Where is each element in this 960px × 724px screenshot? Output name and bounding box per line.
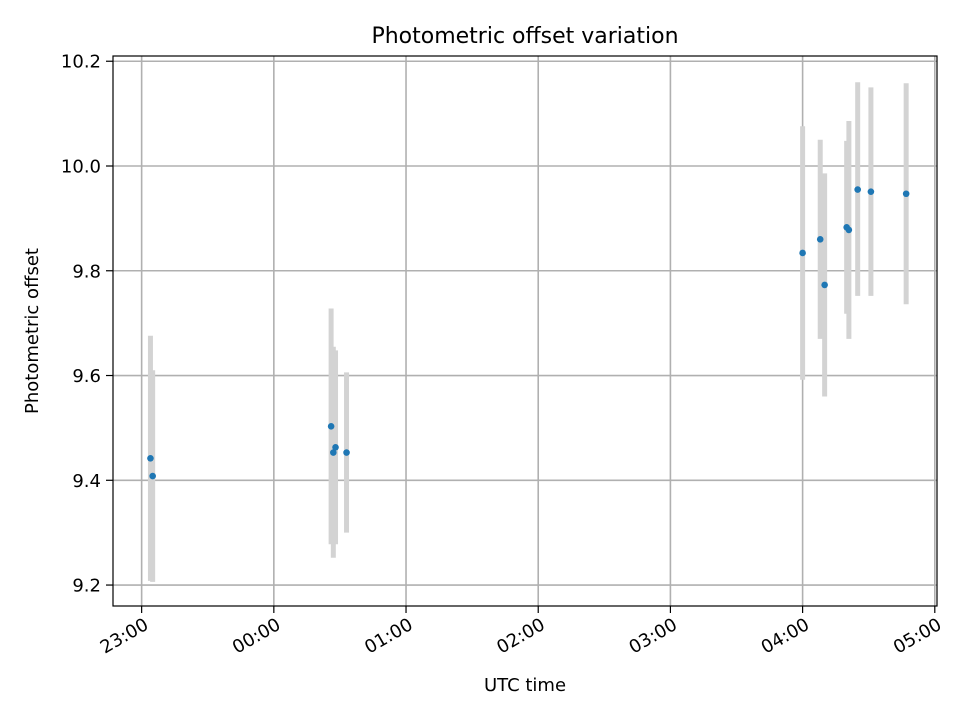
plot-frame (112, 55, 938, 607)
data-point (343, 449, 350, 456)
y-tick-label: 9.4 (72, 471, 101, 492)
y-tick-label: 10.2 (61, 52, 101, 73)
data-point (149, 472, 156, 480)
y-tick-label: 9.8 (72, 261, 101, 282)
point-layer (147, 186, 910, 480)
data-point (845, 226, 853, 234)
y-axis: 9.2 9.4 9.6 9.8 10.0 10.2 (61, 52, 113, 597)
data-point (330, 449, 337, 456)
data-point (327, 423, 335, 430)
data-point (332, 443, 339, 451)
data-point (867, 188, 875, 195)
data-point (147, 454, 154, 462)
data-point (821, 281, 828, 289)
chart-title: Photometric offset variation (371, 24, 678, 49)
y-tick-label: 9.2 (72, 576, 101, 597)
data-point (799, 249, 806, 257)
data-point (854, 186, 861, 193)
y-axis-label: Photometric offset (22, 248, 43, 414)
data-point (902, 190, 910, 198)
y-tick-label: 10.0 (61, 157, 101, 178)
x-axis-label: UTC time (484, 675, 566, 696)
data-point (816, 236, 824, 243)
y-tick-label: 9.6 (72, 366, 101, 387)
